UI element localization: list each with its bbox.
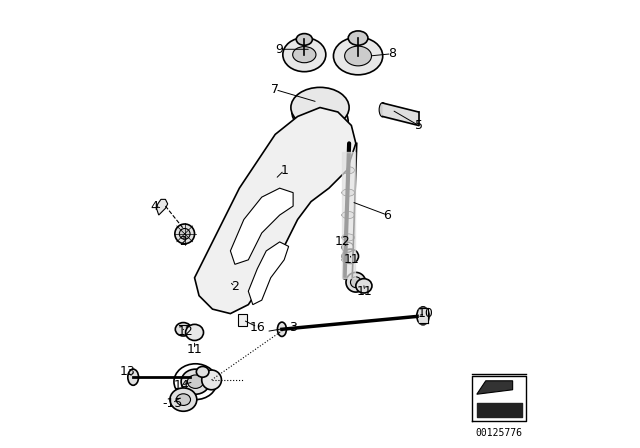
Text: 8: 8 [388,47,396,60]
Ellipse shape [221,273,237,289]
Text: 12: 12 [335,235,350,249]
Text: -15: -15 [162,396,182,410]
Text: 13: 13 [120,365,135,379]
Ellipse shape [301,102,339,131]
Ellipse shape [283,38,326,72]
Ellipse shape [342,256,355,263]
Ellipse shape [356,279,372,293]
Ellipse shape [175,224,195,244]
Text: 6: 6 [383,208,391,222]
Text: 2: 2 [231,280,239,293]
Ellipse shape [292,47,316,63]
Ellipse shape [292,95,348,138]
Polygon shape [239,314,248,326]
Ellipse shape [170,388,197,411]
Ellipse shape [417,307,429,325]
Text: 3: 3 [289,320,297,334]
Text: 2: 2 [179,235,188,249]
Ellipse shape [342,211,355,219]
Ellipse shape [291,87,349,128]
Ellipse shape [342,167,355,174]
Ellipse shape [196,366,209,377]
Text: 10: 10 [417,307,433,320]
Text: 11: 11 [344,253,359,267]
Ellipse shape [348,31,368,45]
Ellipse shape [179,228,190,239]
Polygon shape [230,188,293,264]
Ellipse shape [379,103,387,117]
Ellipse shape [342,189,355,196]
Ellipse shape [175,323,191,336]
Text: 7: 7 [271,83,279,96]
Ellipse shape [333,37,383,75]
Polygon shape [157,199,168,215]
Text: 5: 5 [415,119,422,132]
Text: 14: 14 [173,379,189,392]
Text: 16: 16 [250,320,265,334]
Text: 00125776: 00125776 [476,428,523,438]
Text: 11: 11 [187,343,202,356]
Polygon shape [195,108,356,314]
Ellipse shape [344,46,371,66]
Ellipse shape [342,249,358,263]
Polygon shape [248,242,289,305]
Text: 9: 9 [276,43,284,56]
Ellipse shape [188,375,204,388]
Polygon shape [477,381,513,394]
Text: 4: 4 [150,199,158,213]
Ellipse shape [186,324,204,340]
Ellipse shape [181,369,210,394]
Text: 1: 1 [280,164,288,177]
Text: 11: 11 [357,284,372,298]
Ellipse shape [351,277,361,288]
Ellipse shape [128,369,139,385]
Ellipse shape [346,272,365,292]
Ellipse shape [342,234,355,241]
Text: 12: 12 [178,325,193,338]
Ellipse shape [202,370,221,390]
Ellipse shape [296,34,312,45]
Ellipse shape [278,322,287,336]
Ellipse shape [176,394,191,405]
